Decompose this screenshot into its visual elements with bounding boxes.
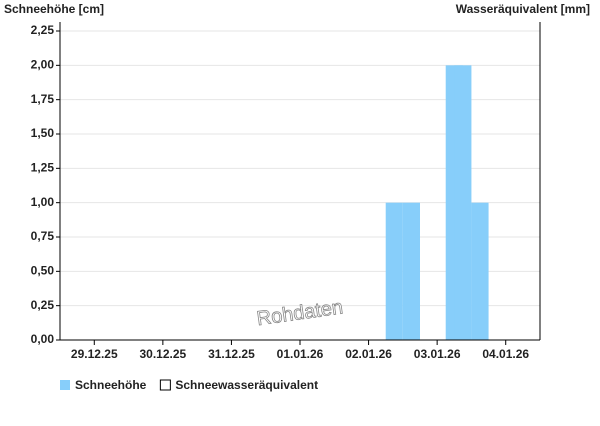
grid [60,30,540,341]
x-tick-label: 02.01.26 [345,347,392,361]
y-tick-label: 0,25 [31,298,55,312]
bar [471,202,489,340]
y-tick-label: 0,00 [31,332,55,346]
y-tick-label: 0,50 [31,264,55,278]
bar [385,202,403,340]
y-tick-label: 1,75 [31,92,55,106]
y-tick-label: 2,25 [31,23,55,37]
x-tick-label: 04.01.26 [482,347,529,361]
y2-axis-label: Wasseräquivalent [mm] [456,2,590,16]
bar [402,202,420,340]
y-tick-label: 1,00 [31,195,55,209]
y-tick-label: 2,00 [31,58,55,72]
legend: Schneehöhe Schneewasseräquivalent [60,378,318,392]
y-tick-label: 1,25 [31,161,55,175]
legend-label: Schneewasseräquivalent [175,378,318,392]
x-tick-label: 01.01.26 [277,347,324,361]
x-tick-label: 31.12.25 [208,347,255,361]
watermark: Rohdaten [255,296,344,330]
bars [385,65,489,340]
bar [454,65,472,340]
legend-swatch [60,380,70,390]
x-tick-label: 30.12.25 [139,347,186,361]
legend-swatch [159,379,171,391]
y-axis-label: Schneehöhe [cm] [4,2,104,16]
x-tick-label: 29.12.25 [71,347,118,361]
y-tick-label: 0,75 [31,229,55,243]
x-tick-label: 03.01.26 [414,347,461,361]
legend-label: Schneehöhe [75,378,147,392]
y-tick-label: 1,50 [31,126,55,140]
